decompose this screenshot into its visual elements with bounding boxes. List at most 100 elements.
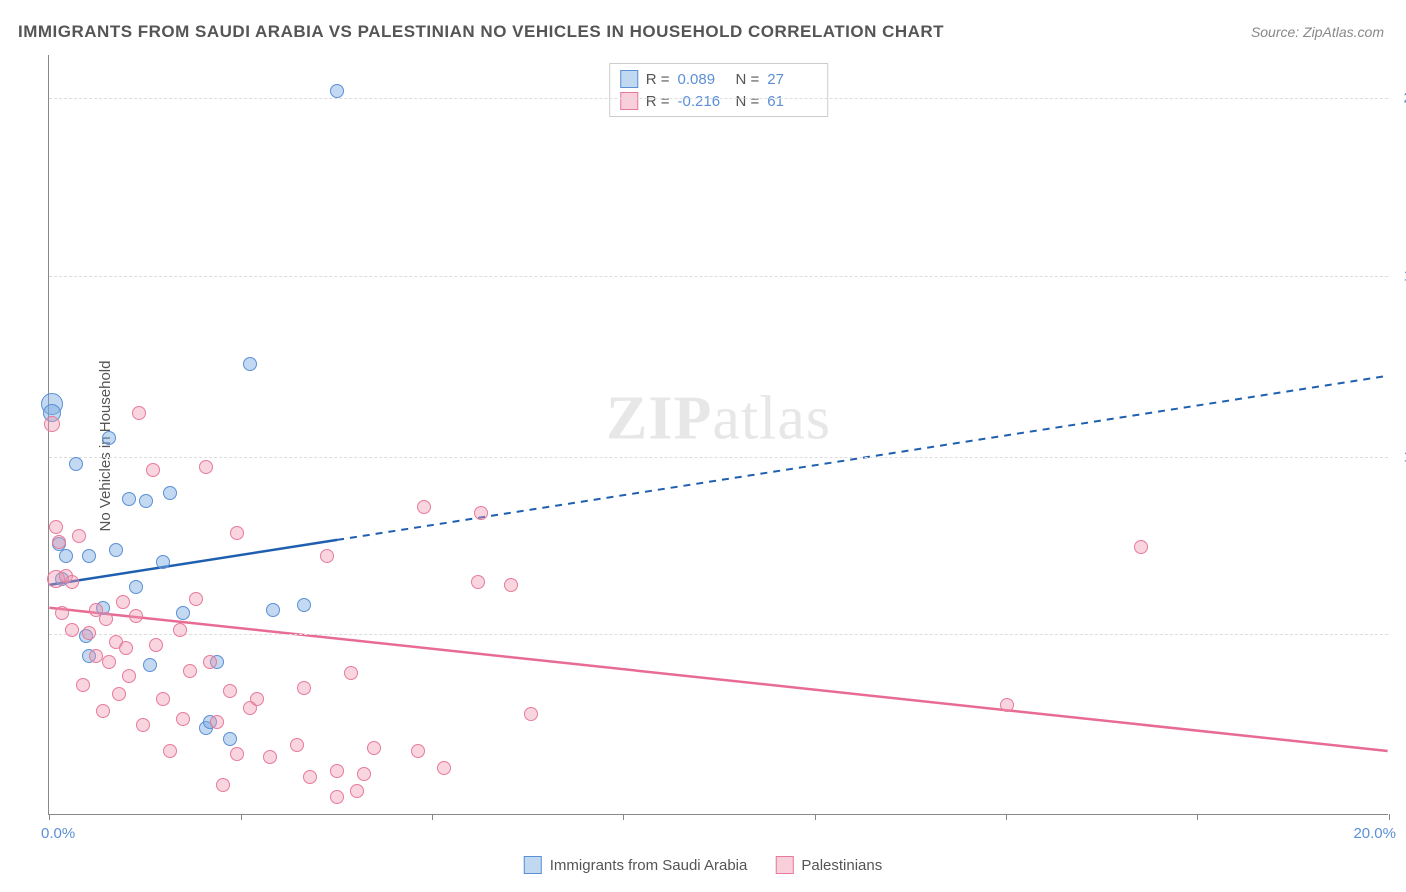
datapoint-palestinian [132, 406, 146, 420]
x-tick [1006, 814, 1007, 820]
x-tick [1197, 814, 1198, 820]
datapoint-saudi [69, 457, 83, 471]
datapoint-palestinian [320, 549, 334, 563]
datapoint-saudi [223, 732, 237, 746]
datapoint-palestinian [44, 416, 60, 432]
datapoint-palestinian [330, 790, 344, 804]
stat-r-label: R = [646, 71, 670, 88]
datapoint-palestinian [330, 764, 344, 778]
datapoint-palestinian [65, 623, 79, 637]
datapoint-palestinian [1134, 540, 1148, 554]
datapoint-palestinian [344, 666, 358, 680]
datapoint-palestinian [76, 678, 90, 692]
datapoint-palestinian [136, 718, 150, 732]
datapoint-saudi [156, 555, 170, 569]
legend-swatch [620, 70, 638, 88]
datapoint-saudi [82, 549, 96, 563]
datapoint-palestinian [216, 778, 230, 792]
datapoint-palestinian [55, 606, 69, 620]
stat-n-value: 27 [767, 71, 817, 88]
datapoint-palestinian [303, 770, 317, 784]
datapoint-palestinian [290, 738, 304, 752]
stat-n-label: N = [736, 93, 760, 110]
datapoint-palestinian [203, 655, 217, 669]
datapoint-palestinian [72, 529, 86, 543]
datapoint-saudi [102, 431, 116, 445]
legend-swatch [775, 856, 793, 874]
datapoint-saudi [163, 486, 177, 500]
datapoint-palestinian [417, 500, 431, 514]
datapoint-palestinian [230, 747, 244, 761]
stat-r-value: -0.216 [678, 93, 728, 110]
datapoint-saudi [143, 658, 157, 672]
series-legend: Immigrants from Saudi Arabia Palestinians [524, 856, 882, 874]
datapoint-saudi [122, 492, 136, 506]
datapoint-palestinian [367, 741, 381, 755]
watermark: ZIPatlas [606, 384, 831, 455]
x-tick [241, 814, 242, 820]
datapoint-palestinian [156, 692, 170, 706]
x-tick [49, 814, 50, 820]
plot-area: R =0.089N =27R =-0.216N =61 ZIPatlas 0.0… [48, 55, 1388, 815]
datapoint-palestinian [504, 578, 518, 592]
datapoint-palestinian [437, 761, 451, 775]
legend-swatch [524, 856, 542, 874]
stats-row: R = -0.216 N = 61 [620, 90, 818, 112]
datapoint-palestinian [116, 595, 130, 609]
datapoint-palestinian [173, 623, 187, 637]
datapoint-palestinian [82, 626, 96, 640]
legend-item: Palestinians [775, 856, 882, 874]
gridline-horizontal [49, 276, 1388, 277]
datapoint-palestinian [102, 655, 116, 669]
x-axis-min-label: 0.0% [41, 825, 75, 842]
datapoint-palestinian [183, 664, 197, 678]
datapoint-saudi [139, 494, 153, 508]
datapoint-palestinian [112, 687, 126, 701]
legend-swatch [620, 92, 638, 110]
x-tick [623, 814, 624, 820]
datapoint-saudi [297, 598, 311, 612]
x-tick [815, 814, 816, 820]
datapoint-palestinian [122, 669, 136, 683]
datapoint-palestinian [52, 535, 66, 549]
datapoint-palestinian [65, 575, 79, 589]
datapoint-saudi [330, 84, 344, 98]
datapoint-palestinian [146, 463, 160, 477]
stats-row: R =0.089N =27 [620, 68, 818, 90]
legend-item: Immigrants from Saudi Arabia [524, 856, 748, 874]
datapoint-saudi [266, 603, 280, 617]
datapoint-palestinian [250, 692, 264, 706]
gridline-horizontal [49, 634, 1388, 635]
source-attribution: Source: ZipAtlas.com [1251, 24, 1384, 40]
trendline-saudi-dashed [337, 376, 1388, 540]
datapoint-palestinian [1000, 698, 1014, 712]
datapoint-palestinian [89, 649, 103, 663]
legend-label: Palestinians [801, 857, 882, 874]
datapoint-palestinian [199, 460, 213, 474]
gridline-horizontal [49, 457, 1388, 458]
trendline-palestinian-solid [49, 608, 1387, 751]
stat-r-label: R = [646, 93, 670, 110]
datapoint-saudi [129, 580, 143, 594]
x-tick [1389, 814, 1390, 820]
stat-r-value: 0.089 [678, 71, 728, 88]
stat-n-value: 61 [767, 93, 817, 110]
datapoint-saudi [59, 549, 73, 563]
datapoint-palestinian [119, 641, 133, 655]
datapoint-palestinian [357, 767, 371, 781]
datapoint-saudi [243, 357, 257, 371]
gridline-horizontal [49, 98, 1388, 99]
datapoint-palestinian [524, 707, 538, 721]
datapoint-palestinian [189, 592, 203, 606]
datapoint-palestinian [350, 784, 364, 798]
trendline-saudi-solid [49, 540, 337, 585]
chart-title: IMMIGRANTS FROM SAUDI ARABIA VS PALESTIN… [18, 22, 944, 42]
watermark-bold: ZIP [606, 385, 712, 453]
datapoint-palestinian [471, 575, 485, 589]
legend-label: Immigrants from Saudi Arabia [550, 857, 748, 874]
watermark-rest: atlas [712, 385, 831, 453]
datapoint-palestinian [297, 681, 311, 695]
datapoint-saudi [176, 606, 190, 620]
datapoint-palestinian [129, 609, 143, 623]
x-tick [432, 814, 433, 820]
